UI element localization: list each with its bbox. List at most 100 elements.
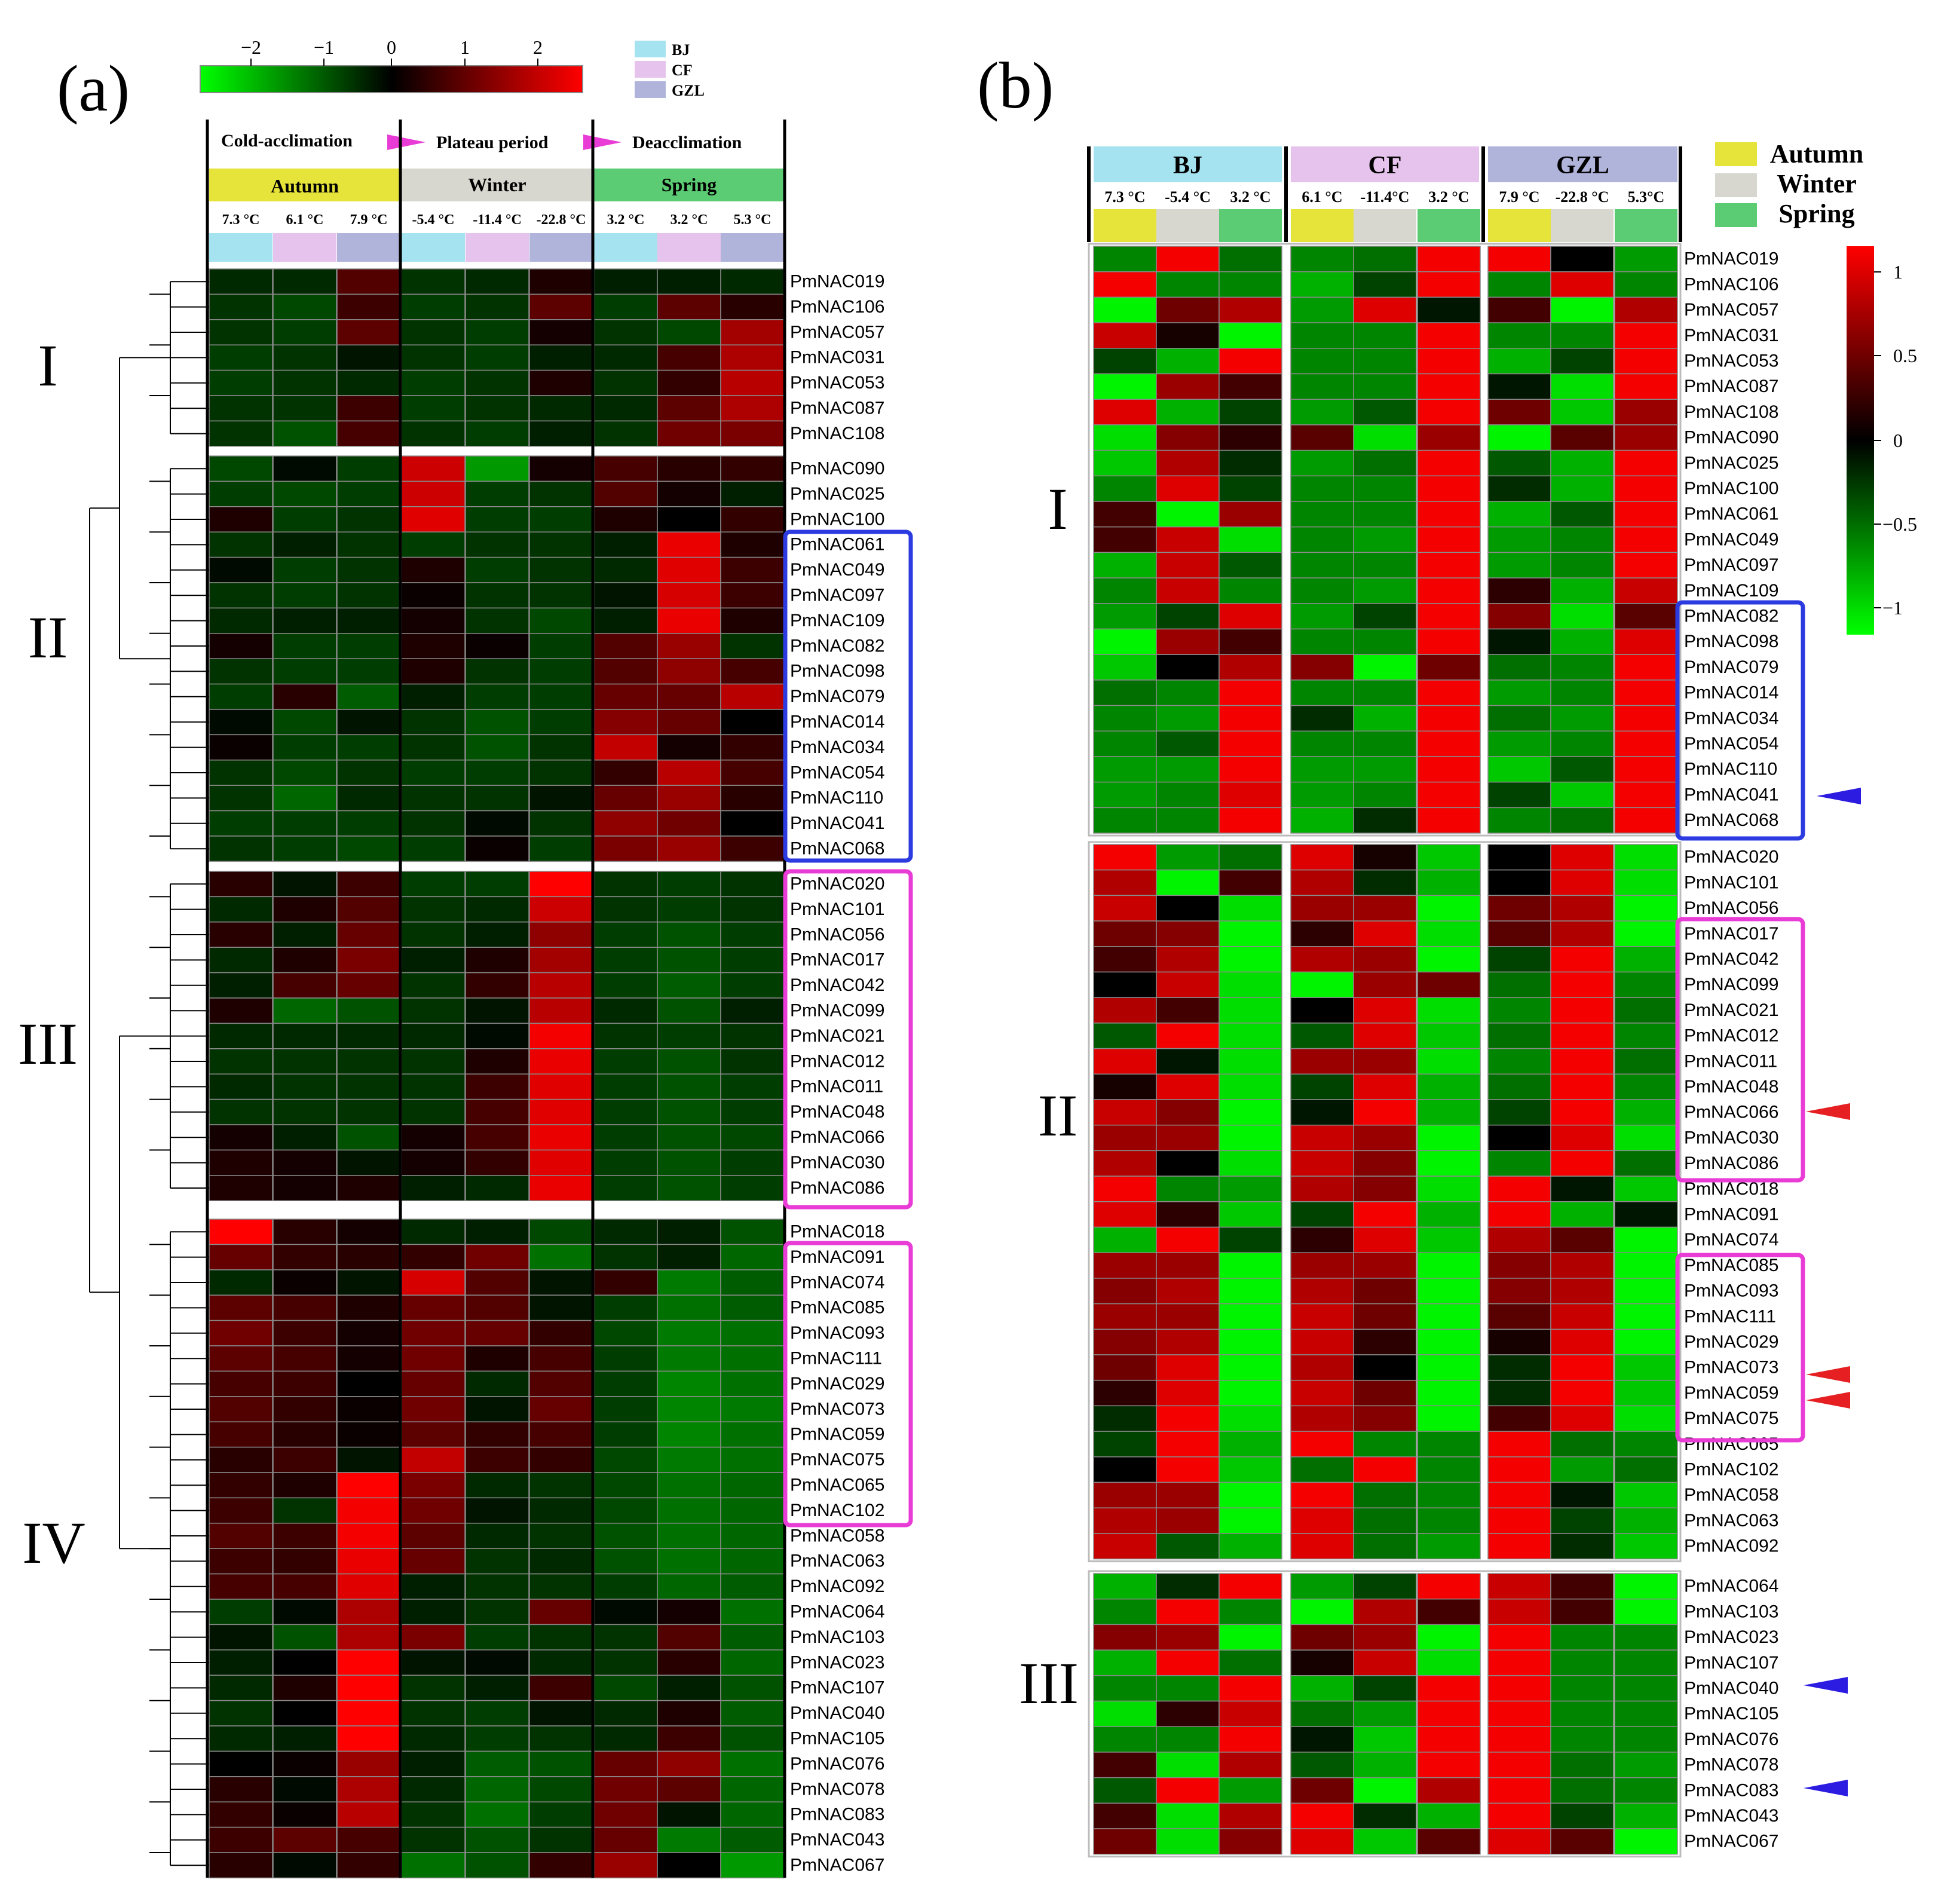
heatmap-cell	[1353, 552, 1417, 578]
heatmap-cell	[1614, 552, 1678, 578]
gene-label: PmNAC065	[790, 1476, 884, 1495]
heatmap-cell	[1093, 807, 1157, 834]
heatmap-cell	[1550, 1303, 1614, 1330]
heatmap-cell	[1290, 654, 1354, 681]
heatmap-cell	[1093, 971, 1157, 998]
heatmap-cell	[273, 1852, 337, 1879]
heatmap-cell	[1614, 1802, 1678, 1829]
heatmap-cell	[1290, 1507, 1354, 1534]
heatmap-cell	[1550, 1481, 1614, 1508]
heatmap-cell	[401, 1750, 466, 1777]
heatmap-cell	[720, 1725, 785, 1752]
heatmap-cell	[593, 1497, 658, 1524]
temp-label: -11.4 °C	[473, 212, 522, 228]
heatmap-cell	[529, 896, 593, 923]
heatmap-cell	[657, 369, 721, 396]
phase-label: Plateau period	[436, 133, 549, 152]
heatmap-cell	[1093, 271, 1157, 298]
heatmap-cell	[336, 1599, 401, 1626]
scale-a-tick: 1	[460, 36, 470, 58]
heatmap-cell	[273, 1624, 337, 1651]
gene-label: PmNAC109	[790, 611, 884, 630]
heatmap-cell	[1290, 1700, 1354, 1727]
heatmap-cell	[401, 835, 466, 862]
heatmap-cell	[657, 972, 721, 999]
heatmap-cell	[1290, 1573, 1354, 1600]
heatmap-cell	[529, 1446, 593, 1473]
heatmap-cell	[465, 1725, 529, 1752]
heatmap-cell	[1156, 1726, 1220, 1753]
site-header-label: CF	[1368, 152, 1402, 179]
heatmap-cell	[657, 506, 721, 532]
heatmap-cell	[1156, 271, 1220, 298]
heatmap-cell	[1093, 1533, 1157, 1560]
heatmap-cell	[1417, 1752, 1481, 1779]
heatmap-cell	[1290, 1124, 1354, 1152]
heatmap-cell	[1353, 781, 1417, 809]
heatmap-cell	[209, 395, 273, 422]
heatmap-cell	[1487, 895, 1551, 922]
heatmap-cell	[1353, 946, 1417, 973]
heatmap-cell	[657, 1548, 721, 1575]
cluster-labels-a: I II III IV	[18, 332, 85, 1576]
heatmap-cell	[1614, 1252, 1678, 1279]
heatmap-cell	[657, 1624, 721, 1651]
heatmap-cell	[209, 1523, 273, 1549]
heatmap-cell	[1614, 1752, 1678, 1779]
heatmap-cell	[657, 760, 721, 786]
heatmap-cell	[720, 1219, 785, 1245]
heatmap-cell	[1417, 526, 1481, 553]
heatmap-cell	[1218, 296, 1282, 323]
blue-highlight-box	[783, 529, 913, 863]
heatmap-cell	[593, 871, 658, 898]
heatmap-cell	[1156, 844, 1220, 871]
heatmap-cell	[336, 1852, 401, 1879]
heatmap-cell	[209, 1446, 273, 1473]
heatmap-cell	[1093, 1726, 1157, 1753]
heatmap-cell	[1156, 946, 1220, 973]
heatmap-cell	[336, 810, 401, 837]
heatmap-cell	[1614, 475, 1678, 502]
site-bar	[594, 233, 657, 262]
heatmap-cell	[209, 658, 273, 685]
gene-label: PmNAC054	[1684, 734, 1778, 754]
heatmap-cell	[657, 922, 721, 948]
legend-label: Spring	[1778, 199, 1854, 228]
heatmap-cell	[593, 1320, 658, 1346]
heatmap-cell	[720, 506, 785, 532]
heatmap-cell	[209, 1852, 273, 1879]
heatmap-cell	[401, 268, 466, 295]
heatmap-cell	[1417, 296, 1481, 323]
heatmap-cell	[1290, 1405, 1354, 1432]
heatmap-cell	[720, 785, 785, 812]
heatmap-cell	[1156, 1777, 1220, 1804]
heatmap-cell	[593, 480, 658, 507]
heatmap-cell	[465, 1446, 529, 1473]
heatmap-cell	[1353, 628, 1417, 655]
season-bar	[1291, 209, 1354, 242]
heatmap-cell	[1614, 1573, 1678, 1600]
heatmap-cell	[1487, 1828, 1551, 1855]
heatmap-cell	[1218, 373, 1282, 400]
gene-label: PmNAC029	[790, 1374, 884, 1394]
gene-label: PmNAC106	[1684, 274, 1778, 294]
site-header-label: BJ	[1173, 152, 1202, 179]
heatmap-cell	[529, 1175, 593, 1201]
gene-label: PmNAC018	[790, 1222, 884, 1242]
heatmap-cell	[1353, 526, 1417, 553]
heatmap-cell	[1417, 1726, 1481, 1753]
heatmap-cell	[1550, 1828, 1614, 1855]
heatmap-cell	[1550, 895, 1614, 922]
heatmap-cell	[273, 1725, 337, 1752]
heatmap-cell	[1156, 1456, 1220, 1483]
heatmap-cell	[1290, 399, 1354, 426]
heatmap-cell	[1417, 1226, 1481, 1253]
heatmap-cell	[720, 1073, 785, 1100]
heatmap-cell	[1218, 1675, 1282, 1702]
heatmap-cell	[273, 531, 337, 558]
heatmap-cell	[209, 1124, 273, 1151]
heatmap-cell	[529, 1073, 593, 1100]
heatmap-cell	[1550, 1278, 1614, 1305]
heatmap-a	[209, 268, 785, 1879]
heatmap-cell	[336, 369, 401, 396]
